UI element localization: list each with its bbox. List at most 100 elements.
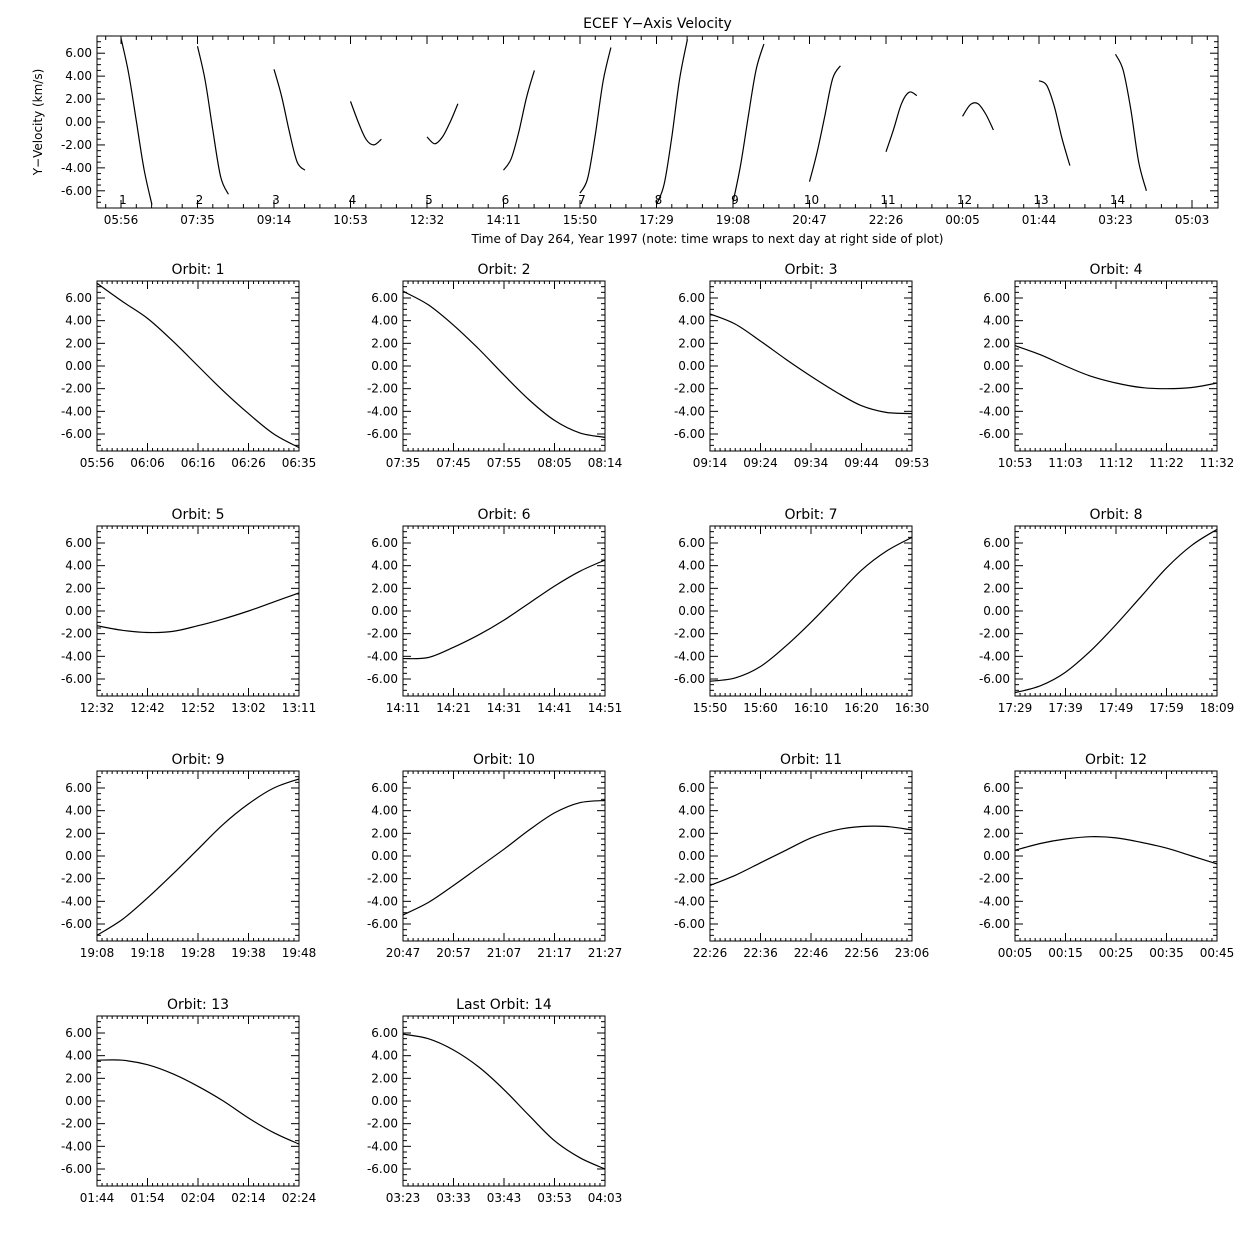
orbit-y-tick-label: 6.00 — [65, 291, 92, 305]
orbit-y-tick-label: 0.00 — [983, 359, 1010, 373]
orbit-13-chart: Orbit: 13 6.00 4.00 2.00 0.00 -2.00 -4.00 -6.00… — [61, 997, 316, 1205]
orbit-x-tick-label: 16:20 — [844, 701, 879, 715]
orbit-11-line — [709, 825, 913, 887]
orbit-x-tick-label: 18:09 — [1200, 701, 1235, 715]
orbit-y-tick-label: 4.00 — [371, 804, 398, 818]
orbit-y-tick-label: 4.00 — [678, 559, 705, 573]
main-orbit-number-label: 5 — [425, 193, 433, 207]
main-y-tick-label: -6.00 — [61, 184, 92, 198]
orbit-y-tick-label: 6.00 — [65, 536, 92, 550]
orbit-x-tick-label: 11:12 — [1099, 456, 1134, 470]
orbit-y-tick-label: 6.00 — [678, 291, 705, 305]
orbit-y-tick-label: 4.00 — [65, 314, 92, 328]
orbit-x-tick-label: 01:54 — [130, 1191, 165, 1205]
main-orbit-number-label: 10 — [804, 193, 819, 207]
orbit-y-tick-label: -4.00 — [61, 894, 92, 908]
main-plot-frame — [96, 35, 1219, 209]
orbit-x-tick-label: 00:15 — [1048, 946, 1083, 960]
orbit-12-title: Orbit: 12 — [1085, 752, 1147, 768]
orbit-y-tick-label: -6.00 — [674, 917, 705, 931]
orbit-1-title: Orbit: 1 — [171, 262, 224, 278]
main-x-tick-label: 03:23 — [1098, 213, 1133, 227]
orbit-y-tick-label: -4.00 — [979, 649, 1010, 663]
main-orbit-8-line — [655, 39, 688, 205]
main-orbit-number-label: 11 — [880, 193, 895, 207]
orbit-y-tick-label: -6.00 — [61, 427, 92, 441]
orbit-x-tick-label: 00:25 — [1099, 946, 1134, 960]
orbit-y-tick-label: 4.00 — [678, 804, 705, 818]
orbit-x-tick-label: 13:02 — [231, 701, 266, 715]
orbit-2-line — [402, 290, 606, 438]
orbit-x-tick-label: 17:59 — [1149, 701, 1184, 715]
orbit-y-tick-label: 4.00 — [371, 314, 398, 328]
main-x-tick-label: 19:08 — [716, 213, 751, 227]
orbit-x-tick-label: 11:22 — [1149, 456, 1184, 470]
orbit-y-tick-label: 4.00 — [65, 804, 92, 818]
orbit-x-tick-label: 05:56 — [80, 456, 115, 470]
orbit-x-tick-label: 06:06 — [130, 456, 165, 470]
main-orbit-7-line — [579, 47, 612, 194]
orbit-y-tick-label: -4.00 — [367, 404, 398, 418]
orbit-3-title: Orbit: 3 — [784, 262, 837, 278]
orbit-y-tick-label: 6.00 — [678, 536, 705, 550]
orbit-14-frame — [402, 1015, 606, 1187]
main-x-tick-label: 05:56 — [104, 213, 139, 227]
orbit-y-tick-label: -4.00 — [367, 1139, 398, 1153]
orbit-y-tick-label: -6.00 — [61, 1162, 92, 1176]
orbit-x-tick-label: 22:26 — [693, 946, 728, 960]
orbit-x-tick-label: 12:52 — [181, 701, 216, 715]
orbit-12-chart: Orbit: 12 6.00 4.00 2.00 0.00 -2.00 -4.00 -6.00… — [979, 752, 1234, 960]
main-x-tick-label: 20:47 — [792, 213, 827, 227]
orbit-x-tick-label: 06:16 — [181, 456, 216, 470]
orbit-y-tick-label: -4.00 — [61, 1139, 92, 1153]
main-orbit-number-label: 2 — [196, 193, 204, 207]
orbit-x-tick-label: 19:18 — [130, 946, 165, 960]
orbit-y-tick-label: -2.00 — [674, 382, 705, 396]
orbit-y-tick-label: 0.00 — [65, 1094, 92, 1108]
orbit-x-tick-label: 09:53 — [895, 456, 930, 470]
orbit-1-chart: Orbit: 1 6.00 4.00 2.00 0.00 -2.00 -4.00 -6.00 0… — [61, 262, 316, 470]
orbit-y-tick-label: 0.00 — [371, 359, 398, 373]
main-x-tick-label: 10:53 — [333, 213, 368, 227]
main-orbit-10-line — [808, 65, 841, 182]
orbit-14-chart: Last Orbit: 14 6.00 4.00 2.00 0.00 -2.00 -4.00… — [367, 997, 622, 1205]
orbit-y-tick-label: -4.00 — [61, 649, 92, 663]
main-orbit-5-line — [426, 103, 459, 145]
orbit-y-tick-label: 2.00 — [371, 826, 398, 840]
main-orbit-9-line — [732, 43, 765, 203]
orbit-x-tick-label: 17:29 — [998, 701, 1033, 715]
main-orbit-3-line — [273, 69, 306, 171]
orbit-5-chart: Orbit: 5 6.00 4.00 2.00 0.00 -2.00 -4.00 -6.00 1… — [61, 507, 316, 715]
main-chart: ECEF Y−Axis Velocity 6.00 4.00 2.00 0.00 -2.0… — [31, 16, 1219, 246]
main-y-tick-label: 6.00 — [65, 46, 92, 60]
orbit-2-title: Orbit: 2 — [477, 262, 530, 278]
orbit-y-tick-label: -4.00 — [367, 649, 398, 663]
orbit-x-tick-label: 03:23 — [386, 1191, 421, 1205]
main-x-tick-label: 15:50 — [563, 213, 598, 227]
orbit-x-tick-label: 14:21 — [436, 701, 471, 715]
main-y-tick-label: 0.00 — [65, 115, 92, 129]
orbit-x-tick-label: 03:53 — [537, 1191, 572, 1205]
orbit-y-tick-label: 6.00 — [65, 1026, 92, 1040]
orbit-y-tick-label: -4.00 — [979, 404, 1010, 418]
main-x-tick-label: 00:05 — [945, 213, 980, 227]
orbit-x-tick-label: 14:51 — [588, 701, 623, 715]
orbit-9-line — [96, 778, 300, 936]
orbit-x-tick-label: 00:35 — [1149, 946, 1184, 960]
orbit-y-tick-label: -2.00 — [674, 627, 705, 641]
orbit-y-tick-label: -6.00 — [979, 672, 1010, 686]
orbit-x-tick-label: 16:10 — [794, 701, 829, 715]
orbit-y-tick-label: -2.00 — [61, 1117, 92, 1131]
orbit-y-tick-label: 0.00 — [65, 849, 92, 863]
orbit-13-frame — [96, 1015, 300, 1187]
orbit-6-title: Orbit: 6 — [477, 507, 530, 523]
orbit-x-tick-label: 14:11 — [386, 701, 421, 715]
orbit-y-tick-label: 4.00 — [983, 804, 1010, 818]
orbit-x-tick-label: 11:03 — [1048, 456, 1083, 470]
orbit-x-tick-label: 02:14 — [231, 1191, 266, 1205]
orbit-x-tick-label: 09:34 — [794, 456, 829, 470]
main-y-tick-label: 4.00 — [65, 69, 92, 83]
main-orbit-number-label: 1 — [119, 193, 127, 207]
main-orbit-number-label: 14 — [1110, 193, 1125, 207]
